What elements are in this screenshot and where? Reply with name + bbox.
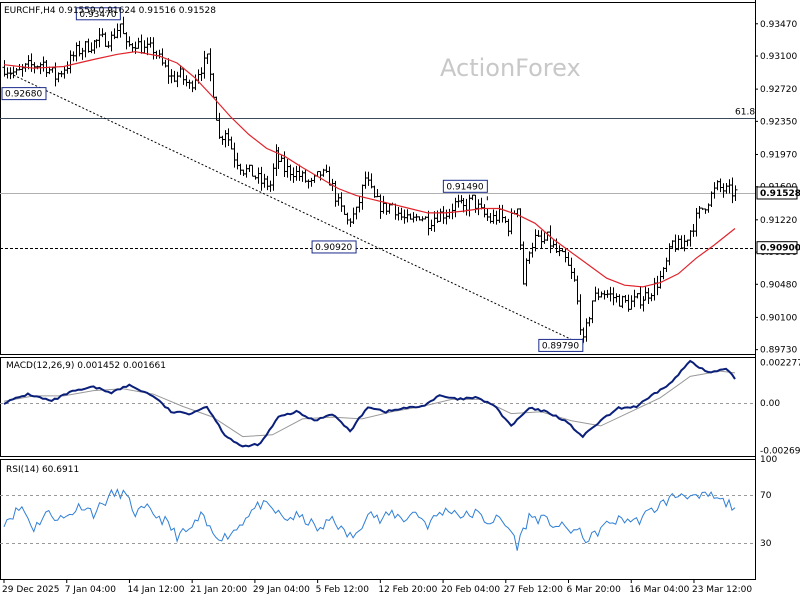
- downtrend-line: [9, 72, 572, 340]
- price-tick-label: 0.92720: [760, 85, 797, 95]
- price-annotation: 0.89790: [538, 338, 584, 352]
- annotation-label: 0.90920: [315, 243, 352, 253]
- time-tick-label: 29 Dec 2025: [2, 585, 60, 595]
- time-tick-label: 14 Jan 12:00: [127, 585, 184, 595]
- time-tick-label: 7 Jan 04:00: [65, 585, 117, 595]
- panel-frame: [0, 357, 756, 457]
- ohlc-bars: [2, 16, 738, 343]
- time-tick-label: 5 Feb 12:00: [316, 585, 370, 595]
- macd-signal-line: [3, 370, 736, 438]
- macd-tick-label: -0.002693: [760, 447, 800, 457]
- moving-average-line: [3, 51, 736, 288]
- panel-frame: [0, 2, 756, 355]
- time-tick-label: 23 Mar 12:00: [692, 585, 752, 595]
- annotation-label: 0.89790: [542, 341, 579, 351]
- macd-label: MACD(12,26,9) 0.001452 0.001661: [6, 361, 166, 371]
- price-marker-box: [756, 241, 798, 255]
- price-annotation: 0.91490: [442, 179, 488, 201]
- price-annotation: 0.92680: [1, 87, 47, 101]
- macd-tick-label: 0.002277: [760, 359, 800, 369]
- price-bar: [733, 185, 738, 201]
- price-tick-label: 0.93100: [760, 52, 797, 62]
- time-tick-label: 21 Jan 20:00: [190, 585, 247, 595]
- annotation-label: 0.93470: [79, 10, 116, 20]
- time-tick-label: 16 Mar 04:00: [629, 585, 689, 595]
- panel-frame: [0, 459, 756, 580]
- macd-main-line: [3, 359, 736, 448]
- time-tick-label: 20 Feb 04:00: [441, 585, 500, 595]
- axes: 0.934700.931000.927200.923500.919700.916…: [2, 20, 800, 595]
- price-tick-label: 0.91970: [760, 150, 797, 160]
- macd-panel: 0.002277 0.00 -0.002693: [0, 359, 800, 457]
- time-tick-label: 12 Feb 20:00: [378, 585, 437, 595]
- time-tick-label: 27 Feb 12:00: [504, 585, 563, 595]
- rsi-tick-label: 100: [760, 455, 777, 465]
- rsi-panel: 100 70 30: [0, 455, 777, 551]
- price-annotation: 0.90920: [311, 240, 357, 254]
- rsi-tick-label: 70: [760, 491, 772, 501]
- panel-frames: [0, 0, 756, 580]
- price-tick-label: 0.90480: [760, 280, 797, 290]
- price-marker-label: 0.90900: [760, 244, 800, 254]
- rsi-tick-label: 30: [760, 539, 772, 549]
- annotation-label: 0.92680: [5, 90, 42, 100]
- price-marker-box: [756, 186, 798, 200]
- price-tick-label: 0.91220: [760, 216, 797, 226]
- time-tick-label: 6 Mar 20:00: [567, 585, 622, 595]
- symbol-header: EURCHF,H4 0.91559 0.91624 0.91516 0.9152…: [4, 6, 216, 16]
- price-tick-label: 0.93470: [760, 20, 797, 30]
- macd-tick-label: 0.00: [760, 399, 780, 409]
- rsi-line: [3, 488, 736, 551]
- watermark: ActionForex: [440, 54, 581, 82]
- price-panel: 61.8 0.93470 0.92680 0.90920 0.91490 0.89790: [0, 7, 755, 352]
- price-marker-label: 0.91528: [760, 189, 800, 199]
- price-tick-label: 0.89730: [760, 346, 797, 356]
- price-tick-label: 0.90100: [760, 313, 797, 323]
- time-tick-label: 29 Jan 04:00: [253, 585, 310, 595]
- price-annotation: 0.93470: [75, 7, 121, 28]
- annotation-label: 0.91490: [446, 182, 483, 192]
- price-tick-label: 0.92350: [760, 117, 797, 127]
- rsi-label: RSI(14) 60.6911: [6, 465, 79, 475]
- fib-618-label: 61.8: [735, 108, 755, 118]
